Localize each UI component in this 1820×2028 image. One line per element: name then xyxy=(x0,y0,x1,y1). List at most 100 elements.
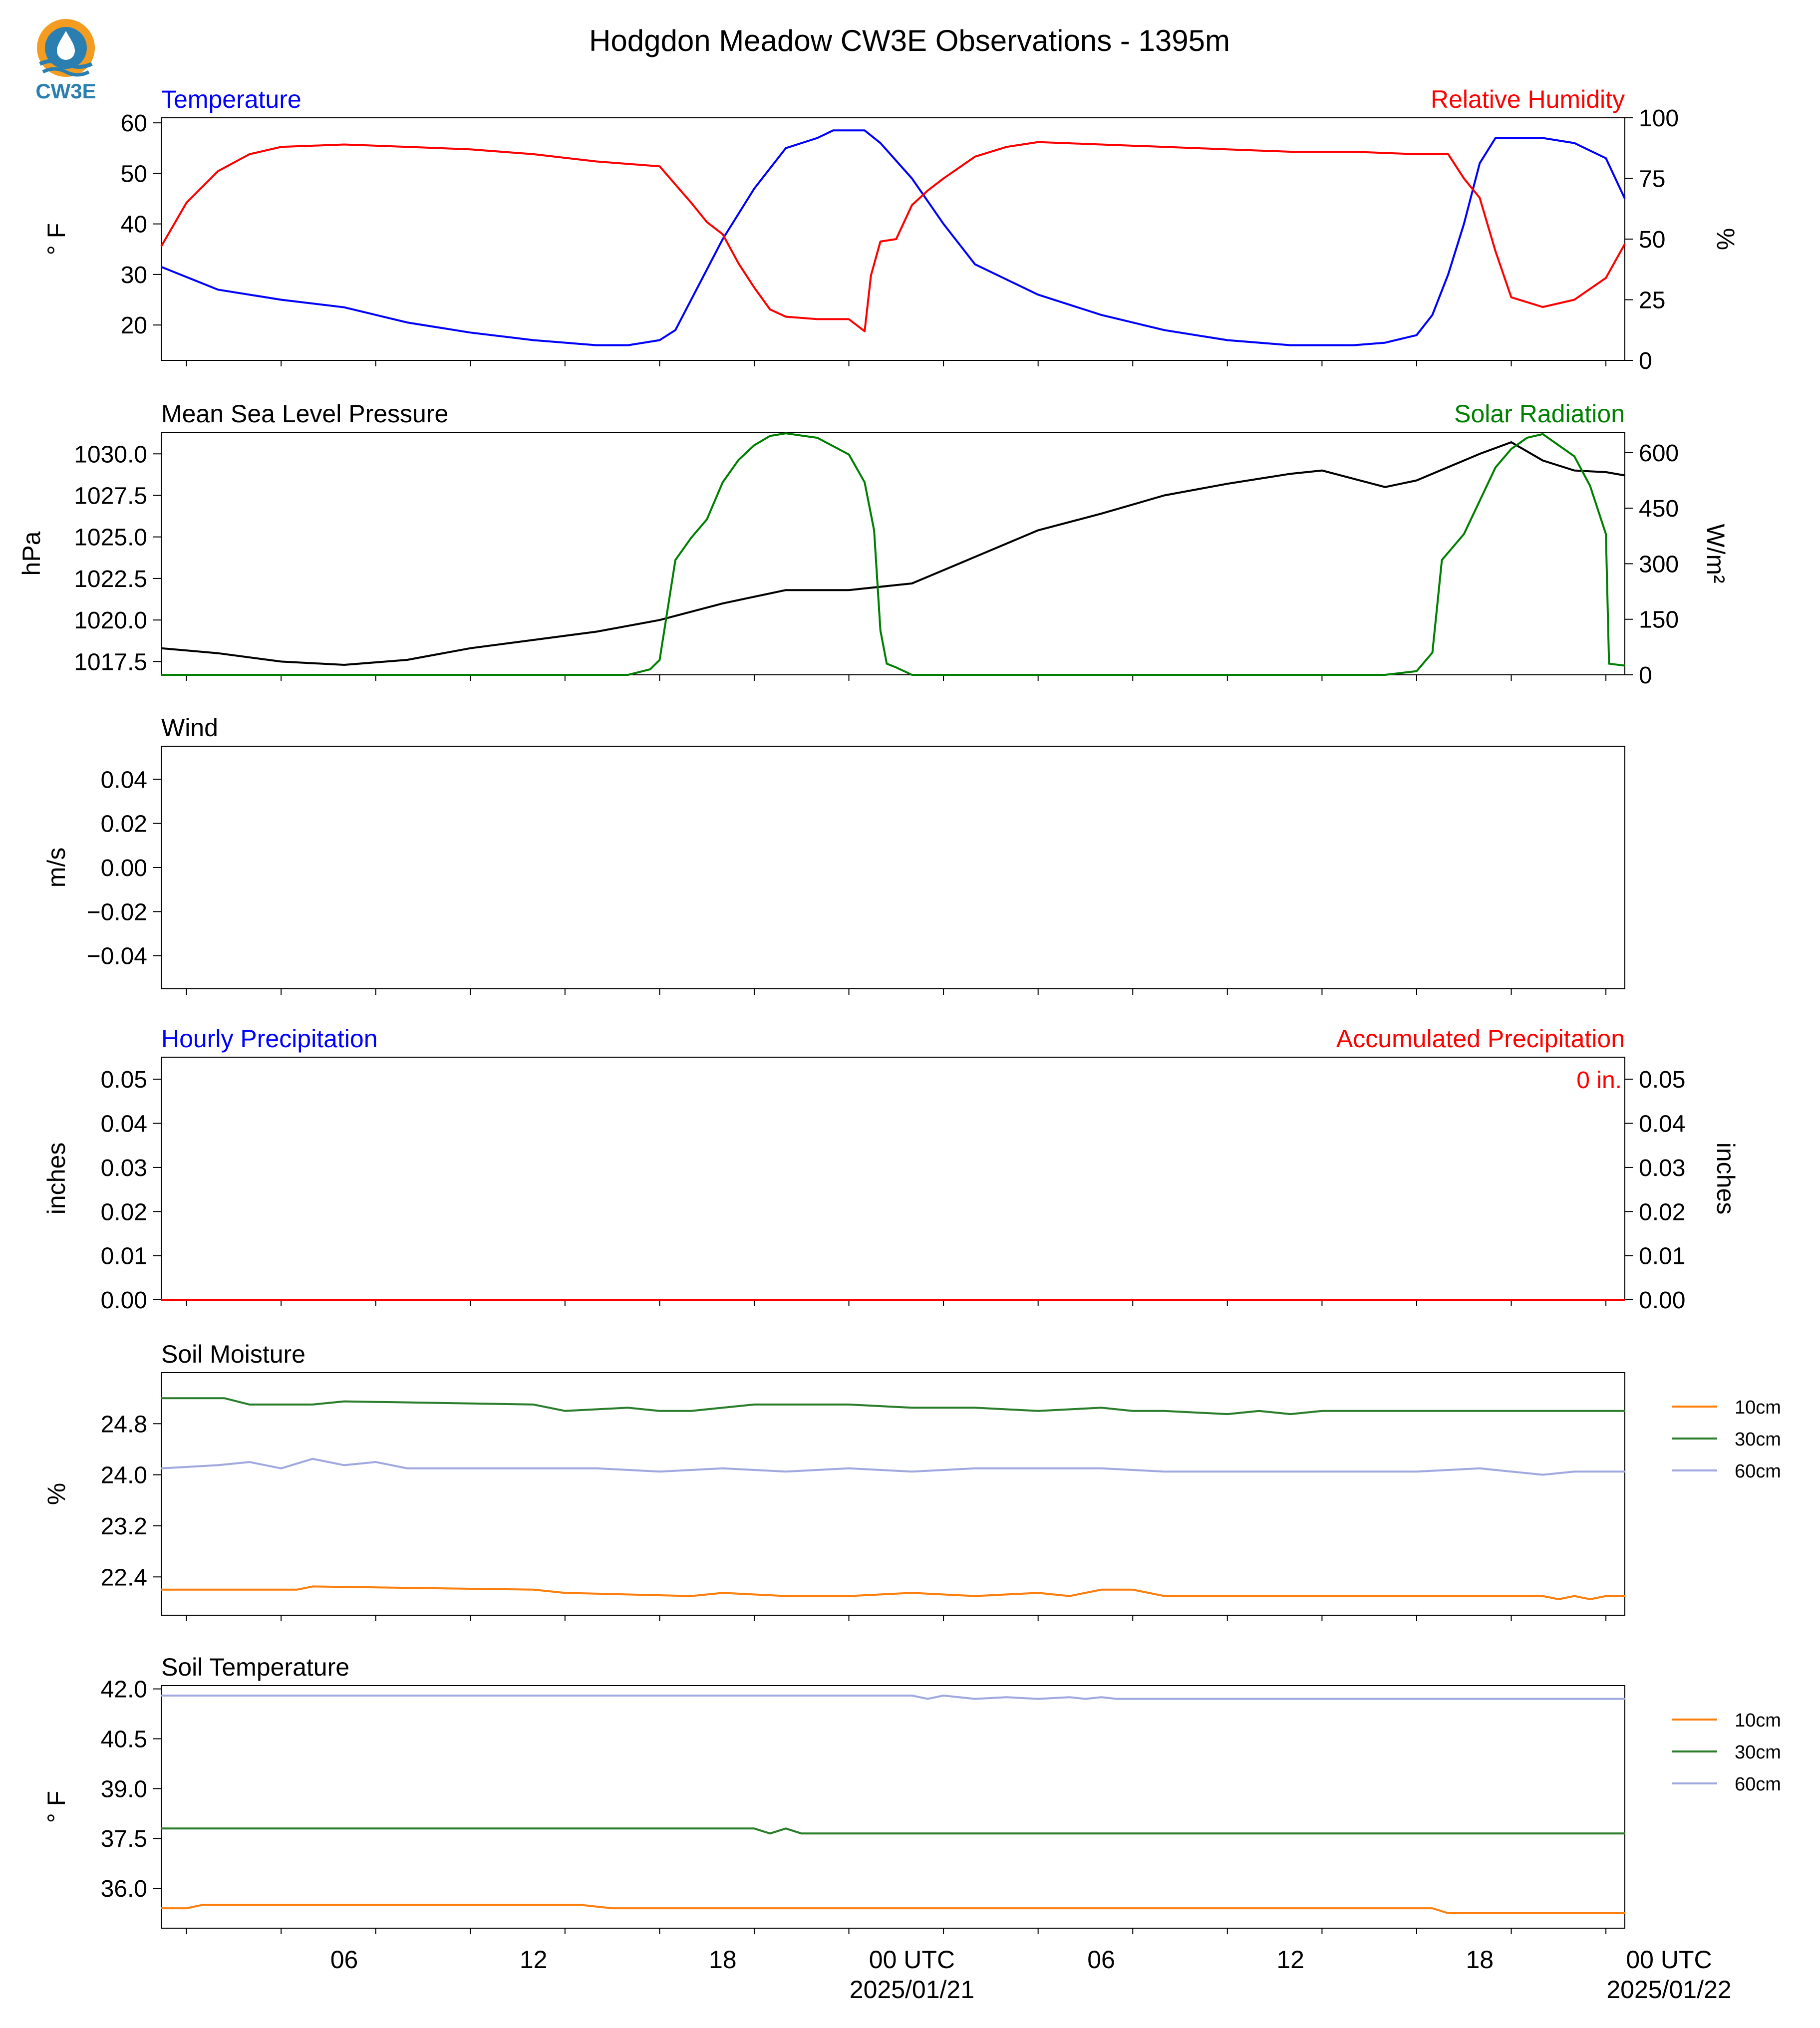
panel-title-left: Soil Temperature xyxy=(161,1653,349,1681)
y-tick-label-right: 75 xyxy=(1639,166,1665,193)
y-tick-label-left: 1027.5 xyxy=(74,483,147,509)
y-tick-label-right: 100 xyxy=(1639,105,1679,132)
y-tick-label-left: 0.05 xyxy=(101,1067,147,1093)
panel-title-left: Wind xyxy=(161,714,218,742)
logo-text: CW3E xyxy=(35,79,96,103)
x-tick-label: 00 UTC xyxy=(1626,1946,1712,1974)
y-tick-label-right: 150 xyxy=(1639,607,1679,633)
y-tick-label-left: 40 xyxy=(121,212,147,238)
legend-label-10cm: 10cm xyxy=(1735,1710,1781,1731)
x-tick-label: 00 UTC xyxy=(869,1946,955,1974)
y-tick-label-right: 450 xyxy=(1639,496,1679,522)
y-tick-label-left: 0.00 xyxy=(101,1287,147,1314)
legend-label-30cm: 30cm xyxy=(1735,1742,1781,1763)
y-tick-label-left: 0.03 xyxy=(101,1155,147,1181)
y-axis-label-left: hPa xyxy=(17,531,45,576)
y-tick-label-left: −0.04 xyxy=(87,943,147,970)
plot-frame xyxy=(161,1372,1625,1616)
accumulated-precip-value: 0 in. xyxy=(1576,1067,1622,1094)
panel-title-left: Temperature xyxy=(161,85,302,113)
panel-soil-temperature: Soil Temperature 36.0 37.5 39.0 40.5 42.0 ° F 1… xyxy=(42,1653,1781,1934)
y-tick-label-left: 24.0 xyxy=(101,1462,147,1489)
y-axis-label-left: % xyxy=(42,1483,70,1505)
y-tick-label-right: 0 xyxy=(1639,348,1652,374)
series-line-10cm xyxy=(161,1904,1625,1914)
panel-temperature: Temperature Relative Humidity 20 30 40 50 60 ° … xyxy=(42,85,1740,374)
legend-label-60cm: 60cm xyxy=(1735,1461,1781,1482)
series-line-10cm xyxy=(161,1585,1625,1600)
y-tick-label-left: 20 xyxy=(121,312,147,339)
y-tick-label-left: −0.02 xyxy=(87,899,147,925)
y-axis-label-right: W/m² xyxy=(1702,524,1730,583)
y-tick-label-right: 50 xyxy=(1639,227,1665,253)
y-tick-label-left: 22.4 xyxy=(101,1564,147,1591)
series-line-30cm xyxy=(161,1827,1625,1835)
legend-label-60cm: 60cm xyxy=(1735,1774,1781,1795)
y-tick-label-left: 36.0 xyxy=(101,1876,147,1902)
panel-hourly-precipitation: Hourly Precipitation Accumulated Precipit… xyxy=(42,1025,1740,1314)
panel-title-left: Mean Sea Level Pressure xyxy=(161,400,448,428)
y-axis-label-left: inches xyxy=(42,1143,70,1215)
y-tick-label-left: 39.0 xyxy=(101,1776,147,1802)
y-tick-label-right: 600 xyxy=(1639,440,1679,467)
panel-wind: Wind 0.04 0.02 0.00 −0.02 −0.04 m/s xyxy=(42,714,1625,995)
y-tick-label-left: 1030.0 xyxy=(74,441,147,468)
y-tick-label-right: 0.01 xyxy=(1639,1243,1685,1270)
y-tick-label-right: 300 xyxy=(1639,551,1679,578)
series-line-mean-sea-level-pressure-0 xyxy=(161,441,1625,666)
series-line-temperature-1 xyxy=(160,141,1626,332)
y-axis-label-left: m/s xyxy=(42,848,70,888)
panel-soil-moisture: Soil Moisture 22.4 23.2 24.0 24.8% 10cm 30cm 60… xyxy=(42,1340,1781,1621)
legend-label-30cm: 30cm xyxy=(1735,1429,1781,1450)
x-tick-label: 18 xyxy=(1466,1946,1494,1974)
y-tick-label-right: 0.05 xyxy=(1639,1067,1685,1093)
y-tick-label-right: 0.00 xyxy=(1639,1287,1685,1314)
y-tick-label-left: 0.04 xyxy=(101,767,147,793)
series-line-60cm xyxy=(161,1695,1625,1700)
series-line-temperature-0 xyxy=(161,129,1626,346)
x-tick-date-label: 2025/01/22 xyxy=(1606,1976,1731,2004)
panel-title-left: Soil Moisture xyxy=(161,1340,305,1368)
series-line-30cm xyxy=(161,1397,1625,1416)
y-tick-label-left: 40.5 xyxy=(101,1727,147,1753)
y-tick-label-left: 1025.0 xyxy=(74,525,147,551)
y-tick-label-right: 0 xyxy=(1639,662,1652,689)
y-axis-label-left: ° F xyxy=(42,1791,70,1823)
x-tick-label: 06 xyxy=(1087,1946,1115,1974)
x-tick-date-label: 2025/01/21 xyxy=(850,1976,974,2004)
panel-mean-sea-level-pressure: Mean Sea Level Pressure Solar Radiation 10… xyxy=(17,400,1730,689)
y-tick-label-left: 0.02 xyxy=(101,1199,147,1225)
x-tick-label: 18 xyxy=(709,1946,737,1974)
y-tick-label-left: 23.2 xyxy=(101,1513,147,1540)
y-tick-label-right: 0.04 xyxy=(1639,1111,1685,1138)
y-tick-label-left: 37.5 xyxy=(101,1826,147,1852)
y-axis-label-right: % xyxy=(1712,228,1740,250)
panel-title-right: Accumulated Precipitation xyxy=(1336,1025,1625,1053)
y-tick-label-left: 1022.5 xyxy=(74,566,147,592)
panel-title-left: Hourly Precipitation xyxy=(161,1025,378,1053)
y-tick-label-right: 25 xyxy=(1639,288,1665,314)
series-line-mean-sea-level-pressure-1 xyxy=(161,432,1625,676)
y-tick-label-left: 0.02 xyxy=(101,811,147,838)
y-axis-label-left: ° F xyxy=(42,223,70,255)
panel-title-right: Solar Radiation xyxy=(1454,400,1625,428)
y-tick-label-left: 1020.0 xyxy=(74,607,147,634)
y-tick-label-left: 0.00 xyxy=(101,855,147,881)
y-tick-label-right: 0.03 xyxy=(1639,1155,1685,1181)
y-tick-label-left: 60 xyxy=(121,110,147,137)
legend-label-10cm: 10cm xyxy=(1735,1397,1781,1418)
y-tick-label-left: 30 xyxy=(121,262,147,289)
y-tick-label-left: 0.01 xyxy=(101,1243,147,1270)
panel-title-right: Relative Humidity xyxy=(1431,85,1625,113)
x-tick-label: 12 xyxy=(1276,1946,1304,1974)
y-tick-label-left: 1017.5 xyxy=(74,649,147,675)
y-tick-label-left: 24.8 xyxy=(101,1411,147,1438)
x-tick-label: 06 xyxy=(330,1946,358,1974)
y-axis-label-right: inches xyxy=(1712,1143,1740,1215)
y-tick-label-right: 0.02 xyxy=(1639,1199,1685,1225)
y-tick-label-left: 42.0 xyxy=(101,1677,147,1703)
y-tick-label-left: 50 xyxy=(121,161,147,187)
plot-frame xyxy=(161,432,1625,675)
y-tick-label-left: 0.04 xyxy=(101,1111,147,1138)
